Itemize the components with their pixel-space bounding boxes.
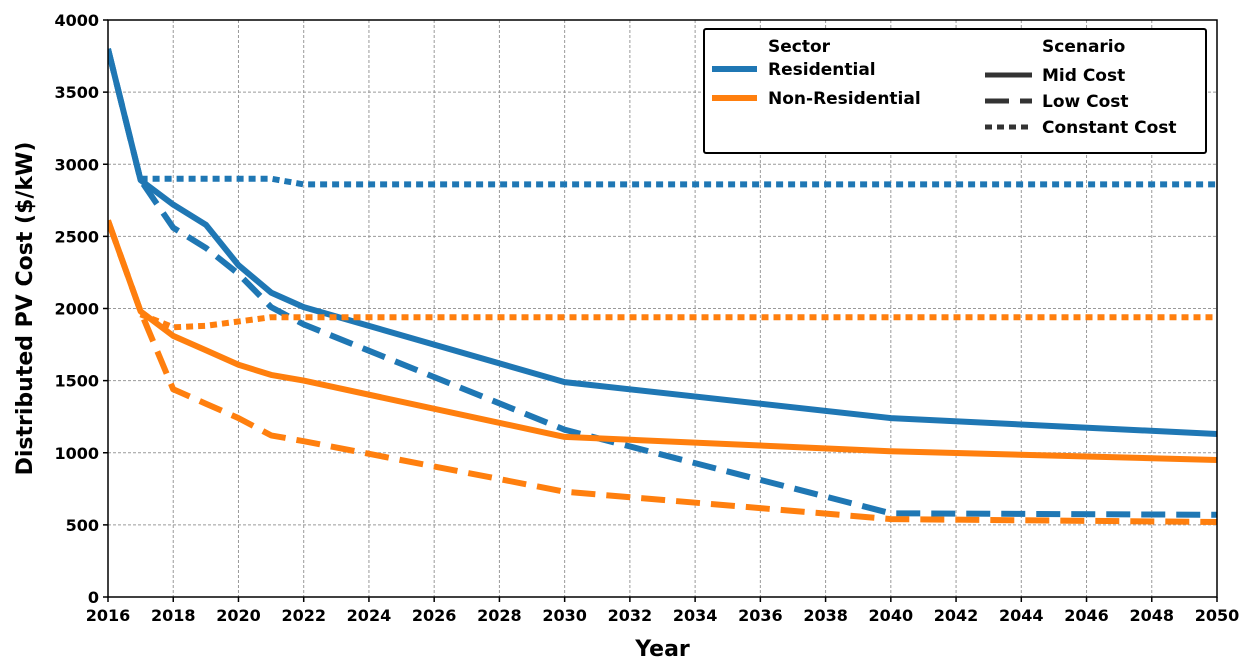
residential-low-cost-line xyxy=(108,48,1217,518)
x-tick-label: 2032 xyxy=(608,606,653,625)
legend-label: Non-Residential xyxy=(768,89,921,109)
series-layer xyxy=(108,48,1217,525)
legend-label: Constant Cost xyxy=(1042,118,1177,138)
y-tick-label: 2000 xyxy=(54,300,99,319)
x-tick-label: 2020 xyxy=(216,606,261,625)
x-axis-ticks: 2016 2018 2020 2022 2024 2026 2028 2030 2032 2034… xyxy=(86,597,1240,625)
x-tick-label: 2048 xyxy=(1129,606,1174,625)
x-tick-label: 2038 xyxy=(803,606,848,625)
legend-label: Low Cost xyxy=(1042,92,1129,112)
residential-mid-cost-line xyxy=(108,48,1217,437)
x-axis-title: Year xyxy=(634,637,690,660)
legend-scenario-title: Scenario xyxy=(1042,37,1125,57)
y-axis-title: Distributed PV Cost ($/kW) xyxy=(13,142,38,476)
x-tick-label: 2026 xyxy=(412,606,457,625)
x-tick-label: 2018 xyxy=(151,606,196,625)
y-tick-label: 2500 xyxy=(54,227,99,246)
x-tick-label: 2040 xyxy=(869,606,914,625)
y-tick-label: 4000 xyxy=(54,11,99,30)
x-tick-label: 2028 xyxy=(477,606,522,625)
legend-label: Residential xyxy=(768,60,876,80)
x-tick-label: 2024 xyxy=(347,606,392,625)
legend-scenario-items: Mid Cost Low Cost Constant Cost xyxy=(985,66,1177,138)
x-tick-label: 2044 xyxy=(999,606,1044,625)
legend-sector-items: Residential Non-Residential xyxy=(712,60,921,109)
y-tick-label: 3500 xyxy=(54,83,99,102)
y-tick-label: 1500 xyxy=(54,372,99,391)
x-tick-label: 2022 xyxy=(281,606,326,625)
legend-sector-title: Sector xyxy=(768,37,831,57)
x-tick-label: 2042 xyxy=(934,606,979,625)
x-tick-label: 2034 xyxy=(673,606,718,625)
x-tick-label: 2030 xyxy=(542,606,587,625)
legend-label: Mid Cost xyxy=(1042,66,1125,86)
x-tick-label: 2036 xyxy=(738,606,783,625)
x-tick-label: 2050 xyxy=(1195,606,1240,625)
residential-constant-cost-line xyxy=(140,175,1217,188)
x-tick-label: 2016 xyxy=(86,606,131,625)
legend-box xyxy=(703,28,1207,154)
y-tick-label: 500 xyxy=(66,516,99,535)
y-tick-label: 3000 xyxy=(54,155,99,174)
non-residential-low-cost-line xyxy=(108,219,1217,525)
non-residential-constant-cost-line xyxy=(139,311,1217,331)
x-tick-label: 2046 xyxy=(1064,606,1109,625)
y-tick-label: 1000 xyxy=(54,444,99,463)
y-axis-ticks: 0 500 1000 1500 2000 2500 3000 3500 4000 xyxy=(54,11,108,607)
legend: Sector Scenario Residential Non-Residenti… xyxy=(703,28,1207,154)
y-tick-label: 0 xyxy=(88,588,99,607)
